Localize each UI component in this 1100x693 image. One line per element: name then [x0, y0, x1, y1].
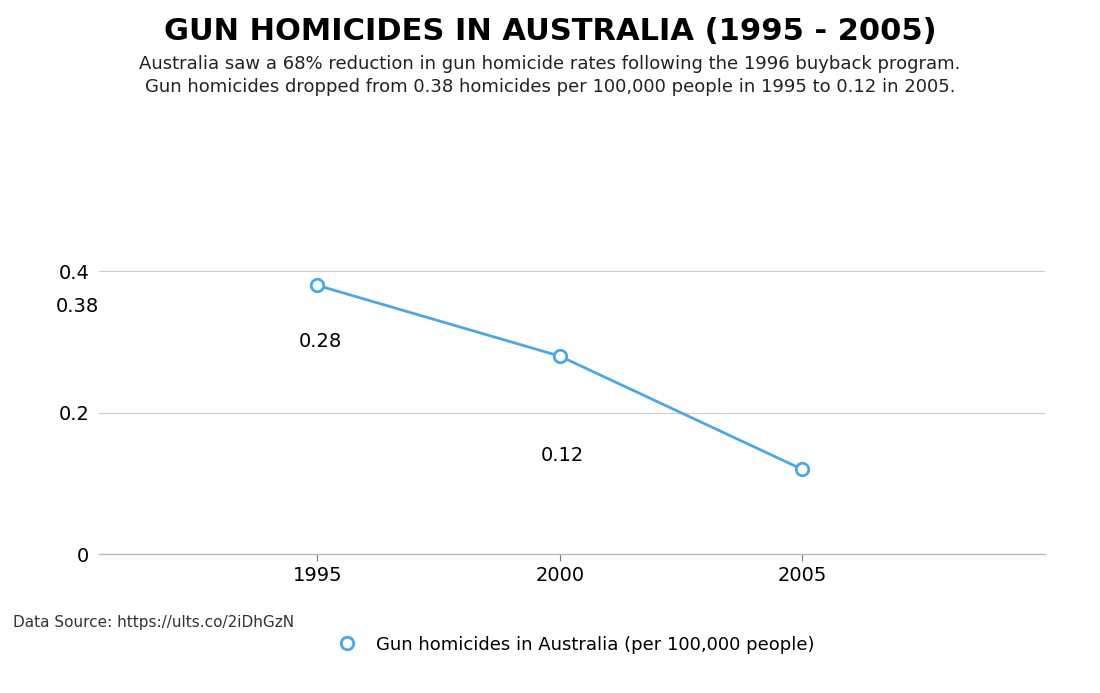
Text: 0.38: 0.38	[56, 297, 99, 316]
Text: Australia saw a 68% reduction in gun homicide rates following the 1996 buyback p: Australia saw a 68% reduction in gun hom…	[140, 55, 960, 73]
Text: Gun homicides dropped from 0.38 homicides per 100,000 people in 1995 to 0.12 in : Gun homicides dropped from 0.38 homicide…	[145, 78, 955, 96]
Text: 0.28: 0.28	[298, 333, 342, 351]
Text: Copyright © 2017 Ultius, Inc.: Copyright © 2017 Ultius, Inc.	[864, 662, 1087, 677]
Text: 0.12: 0.12	[541, 446, 584, 465]
Text: Data Source: https://ults.co/2iDhGzN: Data Source: https://ults.co/2iDhGzN	[13, 615, 295, 630]
Legend: Gun homicides in Australia (per 100,000 people): Gun homicides in Australia (per 100,000 …	[322, 629, 822, 661]
Text: ▣ ULTIUS: ▣ ULTIUS	[13, 660, 99, 678]
Text: GUN HOMICIDES IN AUSTRALIA (1995 - 2005): GUN HOMICIDES IN AUSTRALIA (1995 - 2005)	[164, 17, 936, 46]
